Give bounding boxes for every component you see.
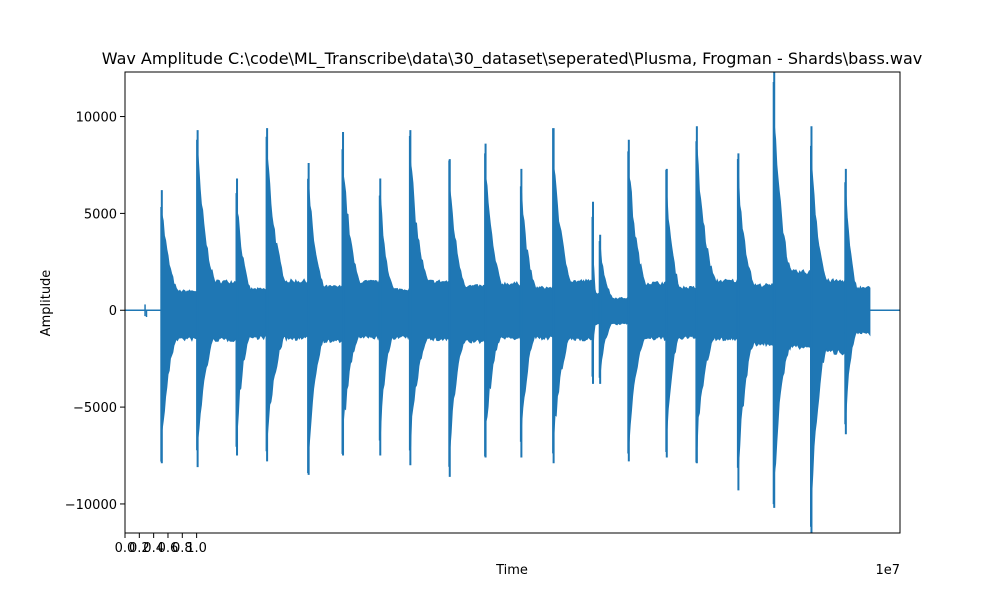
x-tick-label: 1.0 <box>186 541 207 556</box>
x-tick-label: 0.2 <box>129 541 150 556</box>
x-tick-label: 0.0 <box>115 541 136 556</box>
chart-title: Wav Amplitude C:\code\ML_Transcribe\data… <box>102 49 922 69</box>
plot-frame <box>124 71 901 534</box>
waveform-note <box>844 182 871 425</box>
ticks: 0.00.20.40.60.81.0 −10000 −5000 0 5000 10000 <box>65 111 207 556</box>
x-tick-label: 0.8 <box>172 541 193 556</box>
axes <box>124 71 901 534</box>
x-tick-label: 0.6 <box>158 541 179 556</box>
waveform-series <box>125 72 900 533</box>
y-axis-label: Amplitude <box>39 270 54 337</box>
y-tick-label: −10000 <box>65 498 117 513</box>
x-axis-label: Time <box>495 563 528 578</box>
y-tick-label: 0 <box>109 304 117 319</box>
x-axis-offset-label: 1e7 <box>875 563 900 578</box>
y-tick-label: 5000 <box>84 207 117 222</box>
y-tick-label: −5000 <box>73 401 117 416</box>
x-tick-label: 0.4 <box>143 541 164 556</box>
y-tick-label: 10000 <box>76 111 117 126</box>
